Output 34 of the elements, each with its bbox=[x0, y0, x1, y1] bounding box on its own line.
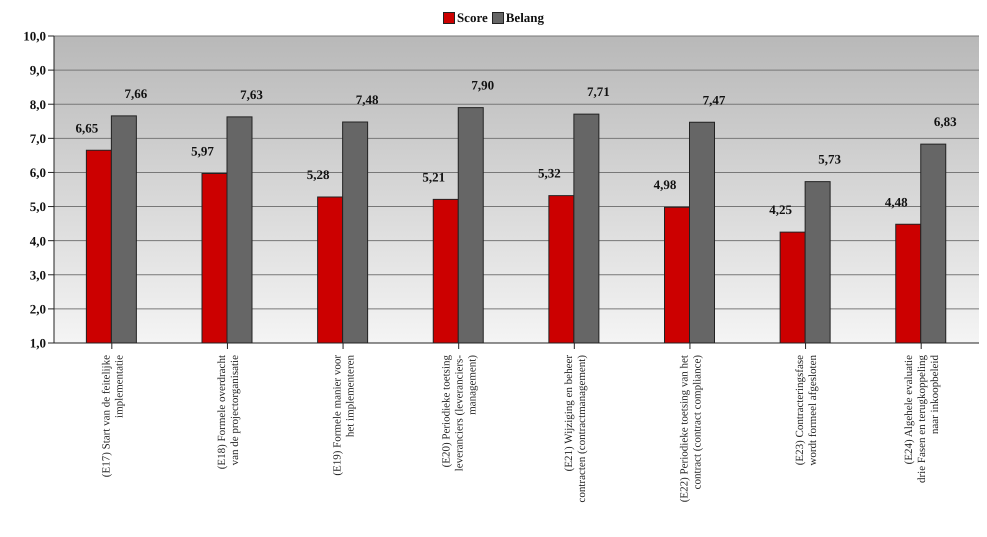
y-tick-label: 4,0 bbox=[30, 233, 46, 248]
data-label: 7,47 bbox=[702, 92, 726, 108]
x-tick-label: (E24) Algehele evaluatie drie Fasen en terugkoppeling naar inkoopbeleid bbox=[903, 354, 942, 483]
data-label: 5,97 bbox=[191, 143, 214, 158]
data-label: 6,83 bbox=[934, 114, 958, 130]
data-label: 4,98 bbox=[654, 177, 677, 192]
x-tick-label: (E19) Formele manier voor het implementeren bbox=[332, 354, 357, 476]
y-tick-label: 9,0 bbox=[30, 62, 46, 78]
y-tick-label: 8,0 bbox=[30, 96, 46, 112]
legend-label: Score bbox=[456, 10, 488, 26]
data-label: 4,48 bbox=[884, 194, 908, 210]
data-label: 7,90 bbox=[471, 78, 494, 93]
data-label: 7,63 bbox=[240, 86, 264, 102]
y-tick-label: 2,0 bbox=[30, 302, 46, 317]
x-tick-label: (E17) Start van de feitelijke implementatie bbox=[100, 354, 126, 478]
y-tick-label: 5,0 bbox=[30, 199, 46, 214]
legend-label: Belang bbox=[506, 10, 544, 26]
data-label: 5,28 bbox=[306, 167, 330, 182]
y-tick-label: 3,0 bbox=[30, 267, 46, 282]
data-label: 5,73 bbox=[818, 152, 842, 167]
y-tick-label: 6,0 bbox=[30, 165, 46, 180]
y-tick-label: 10,0 bbox=[23, 28, 46, 44]
x-tick-label: (E20) Periodieke toetsing leveranciers (leveranciers- management) bbox=[440, 354, 479, 472]
data-label: 6,65 bbox=[76, 120, 99, 136]
x-tick-label: (E21) Wijziging en beheer contracten (contractmanagement) bbox=[562, 354, 588, 503]
data-label: 4,25 bbox=[769, 202, 792, 218]
data-label: 5,32 bbox=[538, 166, 561, 181]
y-tick-label: 1,0 bbox=[30, 336, 46, 351]
x-tick-label: (E22) Periodieke toetsing van het contract (contract compliance) bbox=[678, 354, 704, 502]
data-label: 5,21 bbox=[422, 169, 446, 184]
data-label: 7,71 bbox=[587, 84, 610, 100]
y-tick-label: 7,0 bbox=[30, 130, 46, 146]
data-label: 7,48 bbox=[356, 92, 379, 107]
data-label: 7,66 bbox=[124, 86, 148, 101]
